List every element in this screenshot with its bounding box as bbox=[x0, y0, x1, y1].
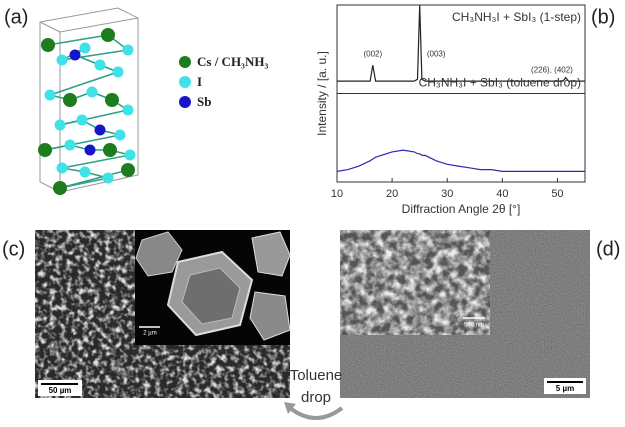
crystal-structure bbox=[38, 7, 139, 195]
atom bbox=[41, 38, 55, 52]
atom bbox=[53, 181, 67, 195]
sem-image bbox=[35, 230, 291, 398]
atom bbox=[112, 66, 124, 78]
series-line bbox=[337, 4, 585, 82]
panel-label: (b) bbox=[591, 6, 615, 28]
legend-label: I bbox=[197, 74, 202, 89]
panel-label: (a) bbox=[4, 6, 28, 28]
legend-swatch bbox=[179, 56, 191, 68]
atom bbox=[79, 166, 91, 178]
bond bbox=[47, 34, 109, 46]
atom bbox=[114, 129, 126, 141]
atom bbox=[63, 93, 77, 107]
scale-bar-label: 2 µm bbox=[143, 331, 156, 337]
legend-swatch bbox=[179, 96, 191, 108]
x-axis-label: Diffraction Angle 2θ [°] bbox=[402, 202, 521, 216]
bond bbox=[61, 154, 131, 169]
panel-label: (c) bbox=[2, 238, 25, 260]
atom bbox=[122, 44, 134, 56]
x-tick-label: 50 bbox=[551, 188, 563, 200]
scale-bar-label: 50 µm bbox=[49, 386, 72, 395]
y-axis-label: Intensity / [a. u.] bbox=[315, 51, 329, 136]
atom bbox=[94, 124, 106, 136]
scale-bar-label: 500 nm bbox=[464, 323, 484, 329]
x-tick-label: 20 bbox=[386, 188, 398, 200]
atom bbox=[102, 172, 114, 184]
transition-label: Toluene bbox=[290, 367, 343, 384]
atom bbox=[44, 89, 56, 101]
atom bbox=[84, 144, 96, 156]
atom bbox=[56, 54, 68, 66]
atom bbox=[79, 42, 91, 54]
atom bbox=[105, 93, 119, 107]
x-tick-label: 30 bbox=[441, 188, 453, 200]
atom bbox=[94, 59, 106, 71]
scale-bar-label: 5 µm bbox=[556, 384, 574, 393]
atom bbox=[101, 28, 115, 42]
sem-image bbox=[340, 230, 590, 398]
atom bbox=[76, 114, 88, 126]
series-label: CH₃NH₃I + SbI₃ (1-step) bbox=[452, 10, 581, 24]
atom bbox=[121, 163, 135, 177]
atom bbox=[124, 149, 136, 161]
atom bbox=[38, 143, 52, 157]
transition-label: drop bbox=[301, 389, 331, 406]
atom bbox=[56, 162, 68, 174]
legend-label: Cs / CH₃NH₃ bbox=[197, 54, 268, 69]
peak-annotation: (002) bbox=[363, 50, 382, 59]
bond bbox=[59, 169, 129, 189]
x-tick-label: 10 bbox=[331, 188, 343, 200]
atom bbox=[122, 104, 134, 116]
series-label: CH₃NH₃I + SbI₃ (toluene drop) bbox=[419, 76, 581, 90]
bond bbox=[49, 71, 119, 96]
panel-label: (d) bbox=[596, 238, 620, 260]
peak-annotation: (003) bbox=[427, 50, 446, 59]
legend-label: Sb bbox=[197, 94, 211, 109]
transition-arrow bbox=[288, 406, 344, 420]
x-tick-label: 40 bbox=[496, 188, 508, 200]
atom bbox=[54, 119, 66, 131]
arrow-head bbox=[284, 402, 296, 414]
series-line bbox=[336, 149, 585, 172]
legend-swatch bbox=[179, 76, 191, 88]
atom bbox=[86, 86, 98, 98]
peak-annotation: (226), (402) bbox=[531, 66, 573, 75]
atom bbox=[69, 49, 81, 61]
atom bbox=[103, 143, 117, 157]
atom bbox=[64, 139, 76, 151]
